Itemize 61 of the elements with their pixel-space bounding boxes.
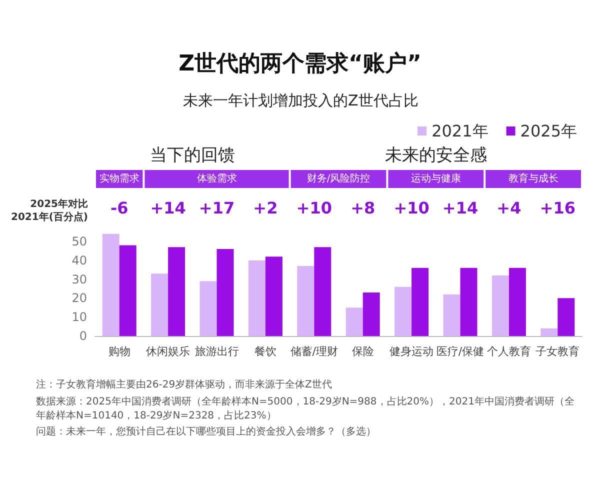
bar (394, 286, 412, 336)
bar (314, 247, 332, 336)
chart-subtitle: 未来一年计划增加投入的Z世代占比 (183, 92, 418, 110)
text: +10 (296, 198, 332, 218)
bar (508, 268, 526, 336)
text: +10 (394, 198, 430, 218)
text: +16 (540, 198, 576, 218)
bar (216, 249, 234, 336)
x-tick-label: 休闲娱乐 (146, 345, 190, 358)
legend-label: 2025年 (520, 122, 577, 140)
bar (362, 292, 380, 336)
text: +2 (253, 198, 278, 218)
text: 注：子女教育增幅主要由26-29岁群体驱动，而非来源于全体Z世代 (36, 378, 332, 390)
bar (265, 256, 282, 336)
text: 2025年对比 2021年(百分点) (11, 198, 88, 223)
x-tick-label: 医疗/保健 (436, 345, 484, 358)
text: 当下的回馈 (150, 146, 235, 166)
y-tick-label: 0 (79, 329, 87, 343)
bar (297, 266, 314, 336)
text: 未来的安全感 (384, 146, 487, 166)
x-tick-label: 保险 (352, 345, 374, 358)
bar (248, 260, 266, 336)
y-tick-label: 50 (72, 234, 87, 248)
bar (102, 234, 120, 336)
bar (168, 247, 186, 336)
x-tick-label: 健身运动 (390, 345, 434, 358)
x-tick-label: 旅游出行 (194, 345, 239, 358)
bar (460, 268, 478, 336)
text: -6 (110, 198, 128, 218)
bar (443, 294, 460, 336)
y-tick-label: 30 (72, 272, 87, 286)
text: +14 (442, 198, 478, 218)
text: +14 (150, 198, 186, 218)
bar (492, 275, 509, 336)
y-tick-label: 20 (72, 291, 87, 306)
x-tick-label: 储蓄/理财 (290, 345, 338, 358)
bar (540, 328, 558, 336)
x-tick-label: 购物 (108, 345, 130, 358)
x-tick-label: 个人教育 (486, 345, 531, 358)
y-tick-label: 10 (72, 310, 87, 324)
chart-title: Z世代的两个需求“账户” (178, 50, 422, 76)
text: +8 (350, 198, 376, 218)
text: 教育与成长 (508, 172, 558, 184)
text: 体验需求 (196, 172, 237, 184)
x-tick-label: 餐饮 (254, 345, 276, 358)
text: +17 (198, 198, 235, 218)
text: 财务/风险防控 (306, 172, 370, 184)
text: +4 (496, 198, 522, 218)
bar (119, 245, 136, 336)
bar (200, 281, 217, 336)
bar (346, 308, 363, 336)
bar (412, 268, 429, 336)
text: 运动与健康 (410, 172, 461, 184)
y-tick-label: 40 (72, 253, 87, 268)
text: 实物需求 (99, 172, 140, 184)
x-tick-label: 子女教育 (536, 345, 580, 358)
text: 问题：未来一年，您预计自己在以下哪些项目上的资金投入会增多？（多选） (36, 426, 376, 438)
bar (151, 274, 168, 336)
source-note: 数据来源：2025年中国消费者调研（全年龄样本N=5000，18-29岁N=988，占比20%），2021年中国消费者调研（全年龄样本N=10140，18-29岁N=2328，占比23%） (36, 396, 574, 422)
legend-label: 2021年 (432, 122, 488, 140)
bar (558, 298, 575, 336)
